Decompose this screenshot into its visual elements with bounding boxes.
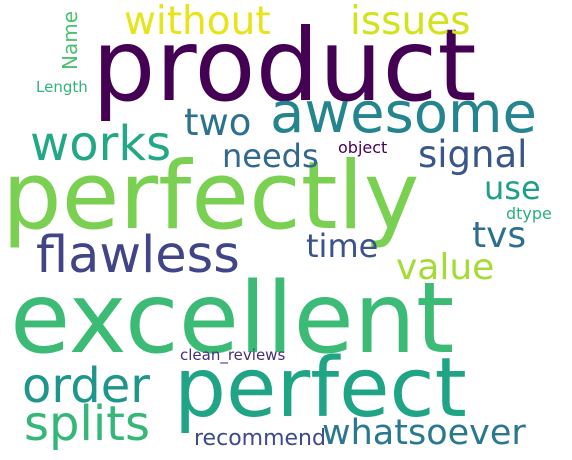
word-name-vertical: Name <box>58 10 82 70</box>
word-whatsoever: whatsoever <box>322 413 526 453</box>
word-works: works <box>30 116 172 172</box>
word-value: value <box>396 247 495 288</box>
word-product: product <box>92 7 477 124</box>
word-two: two <box>184 101 252 144</box>
word-time: time <box>306 227 379 265</box>
word-clean-reviews: clean_reviews <box>180 346 286 364</box>
word-issues: issues <box>350 0 471 44</box>
word-use: use <box>484 169 541 207</box>
word-perfectly: perfectly <box>2 142 420 251</box>
word-dtype: dtype <box>506 204 552 223</box>
word-excellent: excellent <box>10 262 455 376</box>
word-perfect: perfect <box>174 341 467 436</box>
word-without: without <box>124 0 271 44</box>
word-needs: needs <box>222 137 319 175</box>
word-tvs: tvs <box>472 215 527 256</box>
word-splits: splits <box>24 396 150 452</box>
word-flawless: flawless <box>36 226 240 285</box>
word-length: Length <box>36 78 88 96</box>
word-awesome: awesome <box>270 81 538 146</box>
word-recommend: recommend <box>194 426 326 451</box>
word-signal: signal <box>418 133 528 176</box>
word-order: order <box>22 358 150 414</box>
word-object: object <box>338 138 388 157</box>
